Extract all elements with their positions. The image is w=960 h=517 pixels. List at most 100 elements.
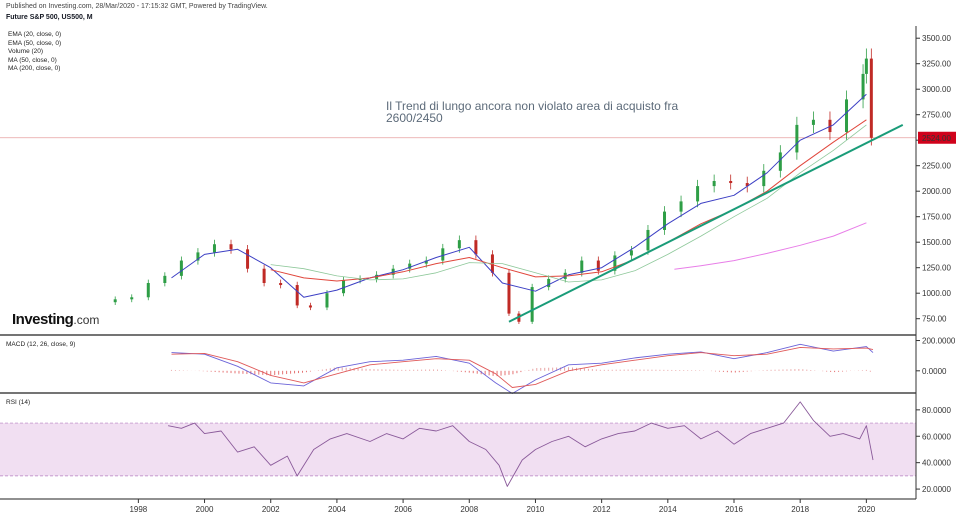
candle-body	[279, 283, 283, 286]
candle-body	[342, 279, 346, 294]
macd-y-tick-label: 200.0000	[922, 337, 956, 346]
price-tag	[918, 131, 956, 144]
price-tag-label: 2524.00	[922, 134, 951, 143]
trend-annotation: Il Trend di lungo ancora non violato are…	[386, 99, 679, 125]
indicator-legend: EMA (20, close, 0) EMA (50, close, 0) Vo…	[8, 31, 61, 74]
rsi-line	[168, 401, 874, 487]
indicator-ma200-label[interactable]: MA (200, close, 0)	[8, 65, 61, 72]
price-y-tick-label: 2000.00	[922, 187, 951, 196]
candle-body	[113, 299, 117, 303]
x-tick-label: 1998	[129, 505, 147, 514]
candle-body	[229, 244, 233, 250]
x-tick-label: 2016	[725, 505, 743, 514]
price-pane	[0, 48, 916, 324]
candle-body	[696, 186, 700, 202]
x-tick-label: 2012	[593, 505, 611, 514]
x-tick-label: 2004	[328, 505, 346, 514]
price-y-tick-label: 1500.00	[922, 238, 951, 247]
price-y-tick-label: 1000.00	[922, 289, 951, 298]
candle-body	[762, 170, 766, 187]
candle-body	[869, 58, 873, 138]
price-y-tick-label: 2250.00	[922, 162, 951, 171]
indicator-ema20-label[interactable]: EMA (20, close, 0)	[8, 31, 62, 38]
price-y-tick-label: 750.00	[922, 315, 947, 324]
rsi-band	[0, 423, 916, 476]
x-tick-label: 2020	[857, 505, 875, 514]
rsi-y-tick-label: 20.0000	[922, 485, 951, 494]
price-y-tick-label: 2750.00	[922, 111, 951, 120]
candle-body	[179, 260, 183, 276]
x-tick-label: 2008	[460, 505, 478, 514]
candle-body	[457, 240, 461, 249]
indicator-ema50-label[interactable]: EMA (50, close, 0)	[8, 39, 62, 47]
candle-body	[358, 278, 362, 280]
candle-body	[613, 255, 617, 271]
signal-line	[171, 346, 874, 388]
symbol-title: Future S&P 500, US500, M	[6, 14, 93, 21]
candle-body	[580, 260, 584, 273]
investing-logo: Investing.com	[12, 311, 99, 328]
candle-body	[547, 278, 551, 288]
candle-body	[679, 201, 683, 212]
ma200-line	[674, 222, 867, 270]
candle-body	[424, 260, 428, 264]
candle-body	[596, 260, 600, 271]
candle-body	[646, 229, 650, 251]
ema20-line	[171, 93, 867, 298]
logo-main: Investing	[12, 311, 74, 328]
price-y-tick-label: 1250.00	[922, 264, 951, 273]
x-tick-label: 2018	[791, 505, 809, 514]
candle-body	[325, 293, 329, 308]
candle-body	[530, 287, 534, 322]
candle-body	[262, 268, 266, 283]
candle-body	[745, 183, 749, 187]
rsi-y-tick-label: 40.0000	[922, 459, 951, 468]
candle-body	[663, 211, 667, 230]
indicator-ma50-label[interactable]: MA (50, close, 0)	[8, 56, 57, 64]
macd-pane-title: MACD (12, 26, close, 9)	[6, 341, 75, 348]
candle-body	[196, 252, 200, 261]
candle-body	[864, 58, 868, 74]
candle-body	[845, 99, 849, 133]
published-caption: Published on Investing.com, 28/Mar/2020 …	[6, 3, 268, 10]
indicator-volume-label[interactable]: Volume (20)	[8, 48, 44, 55]
candle-body	[778, 152, 782, 171]
x-tick-label: 2002	[262, 505, 280, 514]
candle-body	[629, 250, 633, 256]
ema50-line	[270, 119, 867, 282]
candle-body	[712, 181, 716, 187]
price-y-tick-label: 3500.00	[922, 34, 951, 43]
axes-layer: 750.00 1000.00 1250.00 1500.00 1750.00 2000.0…	[0, 26, 956, 514]
rsi-pane	[0, 401, 916, 487]
price-y-tick-label: 3250.00	[922, 60, 951, 69]
candle-body	[507, 272, 511, 314]
candle-body	[295, 285, 299, 306]
x-tick-label: 2006	[394, 505, 412, 514]
trendline	[508, 124, 904, 323]
rsi-y-tick-label: 80.0000	[922, 406, 951, 415]
candle-body	[795, 124, 799, 153]
macd-y-tick-label: 0.0000	[922, 367, 947, 376]
candle-body	[130, 297, 134, 300]
candle-body	[146, 283, 150, 298]
candle-body	[474, 240, 478, 255]
candle-body	[441, 248, 445, 261]
rsi-pane-title: RSI (14)	[6, 399, 30, 406]
candle-body	[212, 244, 216, 253]
logo-suffix: .com	[73, 313, 100, 327]
price-y-tick-label: 1750.00	[922, 213, 951, 222]
candle-body	[408, 263, 412, 269]
price-y-tick-label: 3000.00	[922, 85, 951, 94]
ma50-line	[270, 124, 867, 283]
candle-body	[308, 305, 312, 308]
rsi-y-tick-label: 60.0000	[922, 432, 951, 441]
x-tick-label: 2010	[527, 505, 545, 514]
candle-body	[861, 73, 865, 100]
candle-body	[729, 181, 733, 184]
x-tick-label: 2000	[196, 505, 214, 514]
x-tick-label: 2014	[659, 505, 677, 514]
candle-body	[246, 249, 250, 269]
candle-body	[811, 119, 815, 125]
candle-body	[163, 275, 167, 283]
